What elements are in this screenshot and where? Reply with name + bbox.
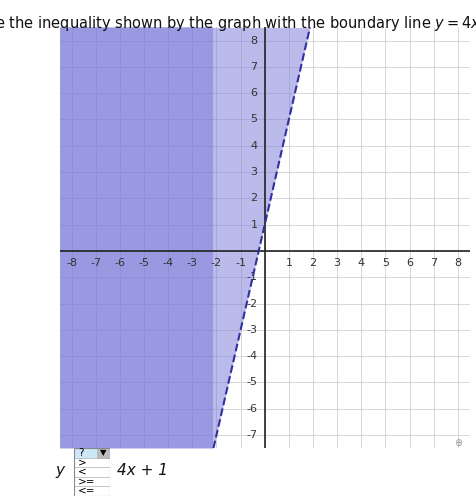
Text: <=: <= [78, 486, 96, 496]
Text: Write the inequality shown by the graph with the boundary line $y = 4x + 1$.: Write the inequality shown by the graph … [0, 14, 476, 33]
Text: 8: 8 [453, 257, 460, 267]
Text: 1: 1 [250, 220, 257, 230]
Bar [97, 448, 109, 458]
Text: 3: 3 [250, 167, 257, 177]
Text: -4: -4 [162, 257, 173, 267]
Text: 3: 3 [333, 257, 340, 267]
Text: >: > [78, 457, 87, 468]
Text: <: < [78, 467, 87, 477]
Text: 8: 8 [250, 35, 257, 45]
Text: -2: -2 [210, 257, 221, 267]
Text: 5: 5 [250, 115, 257, 124]
Text: -7: -7 [246, 430, 257, 440]
Text: 7: 7 [250, 62, 257, 72]
Text: ⊕: ⊕ [454, 438, 462, 448]
Text: 2: 2 [250, 193, 257, 203]
Text: -7: -7 [90, 257, 101, 267]
Bar [74, 486, 109, 496]
Text: >=: >= [78, 476, 96, 487]
Text: ▼: ▼ [100, 448, 107, 458]
Text: -1: -1 [246, 272, 257, 282]
Text: ?: ? [78, 448, 84, 458]
Text: 7: 7 [429, 257, 436, 267]
Bar [74, 477, 109, 486]
Text: -2: -2 [246, 298, 257, 309]
Text: 6: 6 [250, 88, 257, 98]
Text: -6: -6 [114, 257, 125, 267]
Text: 5: 5 [381, 257, 388, 267]
Bar [74, 467, 109, 477]
Text: -3: -3 [187, 257, 198, 267]
Text: -8: -8 [66, 257, 77, 267]
Text: 4: 4 [357, 257, 364, 267]
Text: 6: 6 [405, 257, 412, 267]
Text: -5: -5 [246, 377, 257, 387]
Text: 4x + 1: 4x + 1 [117, 463, 168, 478]
Text: -6: -6 [246, 404, 257, 414]
Text: -3: -3 [246, 325, 257, 335]
Text: -5: -5 [139, 257, 149, 267]
Text: 4: 4 [250, 141, 257, 151]
Text: -1: -1 [235, 257, 246, 267]
Bar [74, 458, 109, 467]
Text: y: y [55, 463, 64, 478]
Text: 2: 2 [309, 257, 316, 267]
Bar [74, 448, 109, 458]
Text: 1: 1 [285, 257, 292, 267]
Text: -4: -4 [246, 351, 257, 361]
